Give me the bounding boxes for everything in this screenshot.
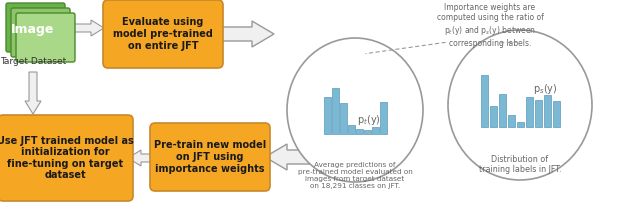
Bar — [481, 75, 488, 127]
Bar — [371, 127, 378, 134]
FancyBboxPatch shape — [150, 123, 270, 191]
Text: Evaluate using
model pre-trained
on entire JFT: Evaluate using model pre-trained on enti… — [113, 17, 213, 51]
Text: Distribution of
training labels in JFT.: Distribution of training labels in JFT. — [479, 155, 561, 174]
Bar — [552, 101, 559, 127]
Text: p$_t$(y): p$_t$(y) — [357, 113, 381, 127]
Text: Use JFT trained model as
initialization for
fine-tuning on target
dataset: Use JFT trained model as initialization … — [0, 136, 134, 180]
FancyBboxPatch shape — [0, 115, 133, 201]
Bar — [323, 96, 330, 134]
Polygon shape — [72, 20, 104, 36]
FancyBboxPatch shape — [16, 13, 75, 62]
FancyBboxPatch shape — [6, 3, 65, 52]
Bar — [534, 100, 541, 127]
Ellipse shape — [287, 38, 423, 182]
Bar — [355, 129, 362, 134]
Polygon shape — [128, 150, 155, 166]
Bar — [348, 125, 355, 134]
Text: Pre-train new model
on JFT using
importance weights: Pre-train new model on JFT using importa… — [154, 140, 266, 174]
Ellipse shape — [448, 30, 592, 180]
Bar — [525, 97, 532, 127]
Text: Importance weights are
computed using the ratio of
p$_t$(y) and p$_s$(y) between: Importance weights are computed using th… — [436, 3, 543, 48]
Bar — [499, 94, 506, 127]
Polygon shape — [25, 72, 41, 114]
Polygon shape — [222, 21, 274, 47]
Polygon shape — [265, 144, 313, 170]
Text: Target Dataset: Target Dataset — [0, 58, 66, 67]
Bar — [332, 88, 339, 134]
Text: p$_s$(y): p$_s$(y) — [532, 82, 557, 96]
Text: Image: Image — [12, 22, 54, 35]
FancyBboxPatch shape — [103, 0, 223, 68]
Bar — [380, 102, 387, 134]
Bar — [516, 122, 524, 127]
Text: Average predictions of
pre-trained model evaluated on
images from target dataset: Average predictions of pre-trained model… — [298, 162, 412, 189]
Bar — [508, 115, 515, 127]
Bar — [490, 106, 497, 127]
Bar — [339, 103, 346, 134]
Bar — [543, 95, 550, 127]
Bar — [364, 130, 371, 134]
FancyBboxPatch shape — [11, 8, 70, 57]
